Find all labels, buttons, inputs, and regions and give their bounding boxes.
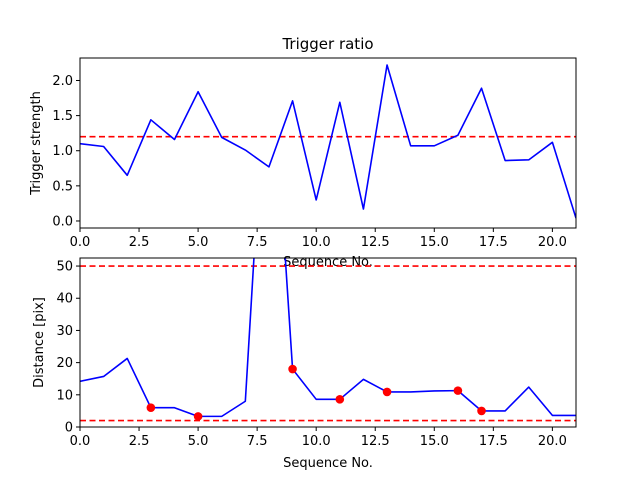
top-xtick-label: 10.0 bbox=[302, 235, 331, 250]
bottom-chart-distance: 0.0 2.5 5.0 7.5 10.0 12.5 15.0 17.5 20.0 0 10 20 30 4… bbox=[32, 257, 577, 471]
bottom-marker-point bbox=[193, 412, 203, 421]
top-series-line-0 bbox=[80, 64, 576, 219]
bottom-xtick-label: 2.5 bbox=[129, 434, 150, 449]
top-ytick-label: 2.0 bbox=[52, 74, 73, 89]
bottom-marker-point bbox=[382, 387, 392, 397]
top-xtick-label: 7.5 bbox=[247, 235, 268, 250]
bottom-ytick-label: 0 bbox=[65, 421, 73, 436]
bottom-marker-point bbox=[335, 395, 345, 404]
top-xtick-label: 20.0 bbox=[538, 235, 567, 250]
top-xtick-label: 15.0 bbox=[420, 235, 449, 250]
top-y-axis-label: Trigger strength bbox=[29, 91, 44, 196]
bottom-ytick-label: 10 bbox=[56, 388, 73, 403]
top-xtick-label: 12.5 bbox=[361, 235, 390, 250]
bottom-xtick-label: 10.0 bbox=[302, 434, 331, 449]
top-xtick-label: 2.5 bbox=[129, 235, 150, 250]
top-plot-area bbox=[80, 64, 576, 219]
bottom-y-axis-label: Distance [pix] bbox=[32, 297, 47, 388]
top-ytick-label: 1.0 bbox=[52, 144, 73, 159]
top-ytick-label: 0.0 bbox=[52, 214, 73, 229]
top-xtick-label: 5.0 bbox=[188, 235, 209, 250]
top-ytick-label: 1.5 bbox=[52, 109, 73, 124]
bottom-plot-area bbox=[80, 258, 576, 422]
top-xtick-label: 17.5 bbox=[479, 235, 508, 250]
bottom-ytick-label: 30 bbox=[56, 324, 73, 339]
top-x-axis-label: Sequence No. bbox=[283, 255, 373, 270]
bottom-x-axis-label: Sequence No. bbox=[283, 456, 373, 471]
bottom-xtick-label: 7.5 bbox=[247, 434, 268, 449]
bottom-marker-point bbox=[146, 403, 156, 412]
bottom-xtick-label: 0.0 bbox=[70, 434, 91, 449]
bottom-axes-frame bbox=[79, 257, 577, 428]
top-axes-frame bbox=[79, 57, 577, 229]
top-xtick-label: 0.0 bbox=[70, 235, 91, 250]
top-ytick-label: 0.5 bbox=[52, 179, 73, 194]
bottom-ytick-label: 40 bbox=[56, 292, 73, 307]
bottom-xtick-label: 20.0 bbox=[538, 434, 567, 449]
bottom-ytick-label: 20 bbox=[56, 356, 73, 371]
bottom-series-line-0 bbox=[80, 258, 576, 418]
bottom-xtick-label: 15.0 bbox=[420, 434, 449, 449]
bottom-ytick-label: 50 bbox=[56, 260, 73, 275]
bottom-marker-point bbox=[453, 386, 463, 395]
top-chart-title: Trigger ratio bbox=[281, 35, 373, 53]
bottom-xtick-label: 12.5 bbox=[361, 434, 390, 449]
bottom-marker-point bbox=[477, 406, 486, 416]
bottom-xtick-label: 5.0 bbox=[188, 434, 209, 449]
bottom-marker-point bbox=[288, 364, 297, 374]
bottom-xtick-label: 17.5 bbox=[479, 434, 508, 449]
